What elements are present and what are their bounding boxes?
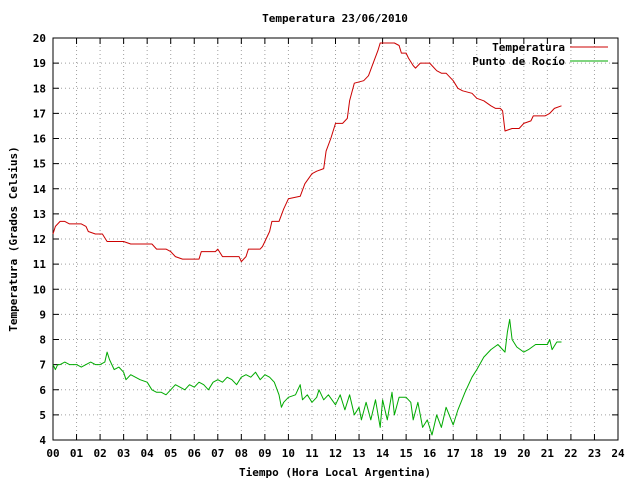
x-tick-label: 09 <box>258 447 271 460</box>
x-tick-label: 08 <box>235 447 248 460</box>
y-tick-label: 11 <box>33 258 47 271</box>
x-tick-label: 18 <box>470 447 483 460</box>
y-tick-label: 14 <box>33 183 47 196</box>
x-tick-label: 16 <box>423 447 437 460</box>
x-tick-label: 00 <box>46 447 59 460</box>
x-tick-label: 06 <box>188 447 202 460</box>
legend-label-temperatura: Temperatura <box>492 41 565 54</box>
y-tick-label: 5 <box>39 409 46 422</box>
legend: Temperatura Punto de Rocío <box>472 41 608 68</box>
x-tick-label: 13 <box>352 447 365 460</box>
y-axis-label: Temperatura (Grados Celsius) <box>7 146 20 331</box>
y-tick-label: 18 <box>33 82 46 95</box>
x-tick-label: 03 <box>117 447 130 460</box>
x-axis-label: Tiempo (Hora Local Argentina) <box>239 466 431 479</box>
y-tick-label: 13 <box>33 208 46 221</box>
x-tick-label: 11 <box>305 447 319 460</box>
y-tick-label: 10 <box>33 283 46 296</box>
grid-lines <box>53 38 618 440</box>
y-tick-label: 20 <box>33 32 46 45</box>
y-tick-label: 12 <box>33 233 46 246</box>
x-tick-label: 01 <box>70 447 84 460</box>
x-tick-label: 23 <box>588 447 601 460</box>
x-tick-label: 07 <box>211 447 224 460</box>
x-tick-label: 05 <box>164 447 177 460</box>
x-tick-label: 24 <box>611 447 625 460</box>
axis-ticks: 00 01 02 03 04 05 06 07 08 09 10 11 12 13 14 15 16 17 18 19… <box>33 32 625 460</box>
x-tick-label: 02 <box>93 447 106 460</box>
x-tick-label: 21 <box>541 447 555 460</box>
y-tick-label: 9 <box>39 308 46 321</box>
series-line-temperatura <box>52 42 562 263</box>
x-tick-label: 04 <box>141 447 155 460</box>
x-tick-label: 22 <box>564 447 577 460</box>
x-tick-label: 15 <box>400 447 413 460</box>
x-tick-label: 12 <box>329 447 342 460</box>
series-lines <box>52 42 562 436</box>
y-tick-label: 4 <box>39 434 46 447</box>
x-tick-label: 10 <box>282 447 295 460</box>
y-tick-label: 15 <box>33 158 46 171</box>
y-tick-label: 16 <box>33 133 47 146</box>
x-tick-label: 17 <box>447 447 460 460</box>
y-tick-label: 17 <box>33 107 46 120</box>
x-tick-label: 19 <box>494 447 507 460</box>
y-tick-label: 6 <box>39 384 46 397</box>
x-tick-label: 20 <box>517 447 530 460</box>
y-tick-label: 8 <box>39 334 46 347</box>
y-tick-label: 7 <box>39 359 46 372</box>
x-tick-label: 14 <box>376 447 390 460</box>
chart-title: Temperatura 23/06/2010 <box>262 12 408 25</box>
y-tick-label: 19 <box>33 57 46 70</box>
series-line-punto-de-rocio <box>52 318 562 436</box>
legend-label-punto-de-rocio: Punto de Rocío <box>472 55 565 68</box>
